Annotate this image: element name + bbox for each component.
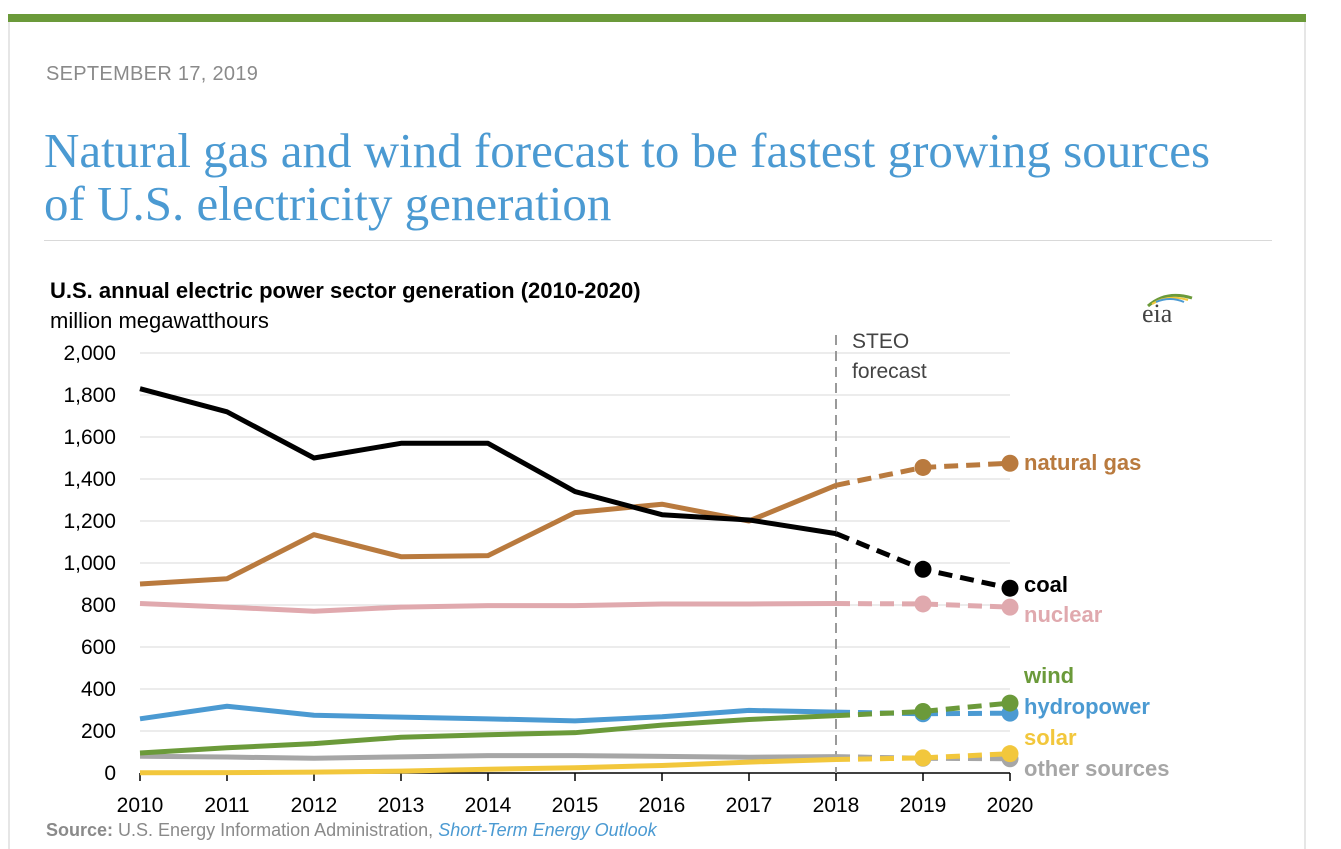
solar-line-forecast: [835, 751, 1011, 763]
y-tick-label: 200: [81, 720, 116, 743]
source-text: U.S. Energy Information Administration,: [118, 820, 434, 840]
nuclear-line-historical: [139, 601, 837, 614]
y-axis-unit-label: million megawatthours: [50, 308, 269, 333]
y-tick-label: 0: [104, 762, 116, 785]
x-tick-label: 2015: [552, 794, 599, 817]
forecast-label: forecast: [852, 360, 927, 383]
y-tick-label: 1,200: [63, 510, 116, 533]
eia-logo-icon[interactable]: eia: [1136, 288, 1200, 328]
x-tick-label: 2017: [726, 794, 773, 817]
y-tick-label: 1,600: [63, 426, 116, 449]
coal-series-label: coal: [1024, 572, 1068, 597]
source-note: Source: U.S. Energy Information Administ…: [46, 820, 657, 841]
y-tick-label: 1,400: [63, 468, 116, 491]
wind-series-label: wind: [1023, 663, 1074, 688]
natural-gas-point: [1001, 454, 1019, 472]
solar-series-label: solar: [1024, 725, 1077, 750]
solar-line-historical: [139, 757, 837, 776]
y-tick-label: 1,000: [63, 552, 116, 575]
top-accent-bar: [8, 14, 1306, 22]
solar-point: [1001, 745, 1019, 763]
coal-point: [914, 560, 932, 578]
hydropower-line-historical: [139, 703, 837, 724]
nuclear-point: [1001, 598, 1019, 616]
natural-gas-point: [914, 458, 932, 476]
source-label: Source:: [46, 820, 114, 840]
divider: [44, 240, 1272, 241]
nuclear-point: [914, 595, 932, 613]
x-tick-label: 2018: [813, 794, 860, 817]
wind-line-historical: [139, 713, 837, 756]
chart-title: U.S. annual electric power sector genera…: [50, 278, 641, 303]
x-tick-label: 2011: [204, 794, 249, 817]
natural-gas-line-historical: [139, 482, 837, 587]
coal-line-historical: [139, 386, 837, 537]
y-tick-label: 600: [81, 636, 116, 659]
hydropower-series-label: hydropower: [1024, 694, 1150, 719]
x-tick-label: 2010: [117, 794, 164, 817]
x-tick-label: 2013: [378, 794, 425, 817]
x-tick-label: 2019: [900, 794, 947, 817]
source-link[interactable]: Short-Term Energy Outlook: [438, 820, 657, 840]
y-tick-label: 1,800: [63, 384, 116, 407]
solar-point: [914, 749, 932, 767]
page-title: Natural gas and wind forecast to be fast…: [44, 123, 1211, 231]
eia-logo-text: eia: [1142, 299, 1173, 328]
other-sources-series-label: other sources: [1024, 756, 1170, 781]
x-tick-label: 2012: [291, 794, 338, 817]
y-tick-label: 400: [81, 678, 116, 701]
coal-point: [1001, 579, 1019, 597]
x-tick-label: 2020: [987, 794, 1034, 817]
publish-date: SEPTEMBER 17, 2019: [46, 63, 259, 85]
x-tick-label: 2014: [465, 794, 512, 817]
wind-point: [1001, 694, 1019, 712]
y-tick-label: 800: [81, 594, 116, 617]
nuclear-line-forecast: [835, 601, 1011, 610]
nuclear-series-label: nuclear: [1024, 602, 1103, 627]
other-sources-line-historical: [139, 753, 837, 761]
content-frame: [8, 14, 1306, 849]
x-tick-label: 2016: [639, 794, 686, 817]
natural-gas-series-label: natural gas: [1024, 450, 1141, 475]
forecast-label: STEO: [852, 330, 909, 353]
y-tick-label: 2,000: [63, 342, 116, 365]
wind-line-forecast: [835, 700, 1011, 719]
wind-point: [914, 702, 932, 720]
